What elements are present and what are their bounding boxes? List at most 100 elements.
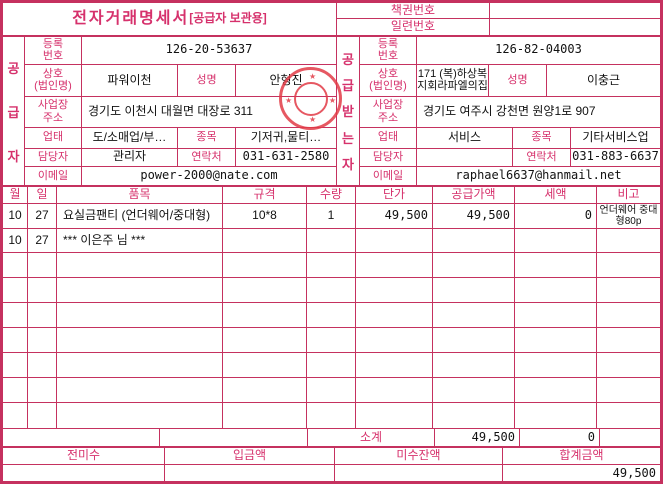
recipient-side-label: 공 급 받 는 자 bbox=[337, 37, 360, 185]
recipient-email-value: raphael6637@hanmail.net bbox=[455, 168, 622, 183]
supplier-email-label: 이메일 bbox=[25, 167, 82, 186]
recipient-reg-value: 126-82-04003 bbox=[417, 37, 660, 65]
footer-value-row: 49,500 bbox=[3, 465, 660, 481]
book-number-row: 책권번호 bbox=[337, 3, 660, 19]
supplier-address-label: 사업장 주소 bbox=[25, 97, 82, 128]
supplier-item-label: 종목 bbox=[178, 127, 236, 149]
item-qty bbox=[307, 229, 356, 253]
item-spec bbox=[223, 229, 307, 253]
recipient-side-char: 공 bbox=[342, 51, 354, 67]
recipient-company-value: 171 (복)하상복 지회라파엘의집 bbox=[417, 64, 489, 98]
title-subtitle: [공급자 보관용] bbox=[189, 11, 267, 26]
total-amount-label: 합계금액 bbox=[559, 448, 604, 463]
document-number-block: 책권번호 일련번호 bbox=[337, 3, 660, 35]
item-month: 10 bbox=[3, 204, 28, 229]
prev-balance-value bbox=[3, 465, 165, 481]
recipient-item-label: 종목 bbox=[513, 127, 571, 149]
recipient-side-char: 급 bbox=[342, 78, 354, 94]
item-supply-amount: 49,500 bbox=[433, 204, 515, 229]
item-name: *** 이은주 님 *** bbox=[57, 229, 223, 253]
book-number-label: 책권번호 bbox=[337, 3, 490, 19]
supplier-side-char: 급 bbox=[7, 104, 20, 120]
item-unit-price bbox=[356, 229, 433, 253]
item-qty: 1 bbox=[307, 204, 356, 229]
supplier-manager-value: 관리자 bbox=[82, 148, 178, 168]
subtotal-label: 소계 bbox=[308, 429, 435, 446]
supplier-contact-label: 연락처 bbox=[178, 148, 236, 168]
col-supply-amount: 공급가액 bbox=[433, 187, 515, 203]
item-tax: 0 bbox=[515, 204, 597, 229]
total-amount-value: 49,500 bbox=[612, 465, 656, 480]
supplier-ceo-label: 성명 bbox=[178, 64, 236, 98]
recipient-email-label: 이메일 bbox=[360, 167, 417, 186]
supplier-email-value: power-2000@nate.com bbox=[82, 167, 337, 186]
subtotal-supply-amount: 49,500 bbox=[435, 429, 520, 446]
item-tax bbox=[515, 229, 597, 253]
document-header: 전자거래명세서 [공급자 보관용] 책권번호 일련번호 bbox=[3, 3, 660, 37]
book-number-value bbox=[490, 3, 660, 19]
supplier-fields: 등록 번호 126-20-53637 상호 (법인명) 파워이천 성명 안형진 … bbox=[25, 37, 337, 186]
supplier-side-label: 공 급 자 bbox=[3, 37, 25, 185]
col-qty: 수량 bbox=[307, 187, 356, 203]
recipient-manager-value bbox=[417, 148, 513, 168]
col-spec: 규격 bbox=[223, 187, 307, 203]
recipient-side-char: 자 bbox=[342, 157, 354, 173]
recipient-section: 공 급 받 는 자 등록 번호 126-82-04003 상호 (법인명) 17… bbox=[337, 37, 660, 186]
col-tax: 세액 bbox=[515, 187, 597, 203]
empty-item-row bbox=[3, 253, 660, 278]
recipient-contact-label: 연락처 bbox=[513, 148, 571, 168]
col-unit-price: 단가 bbox=[356, 187, 433, 203]
empty-item-row bbox=[3, 403, 660, 428]
recipient-biztype-value: 서비스 bbox=[417, 127, 513, 149]
empty-item-row bbox=[3, 328, 660, 353]
recipient-company-label: 상호 (법인명) bbox=[360, 64, 417, 98]
supplier-biztype-label: 업태 bbox=[25, 127, 82, 149]
recipient-biztype-label: 업태 bbox=[360, 127, 417, 149]
item-row: 10 27 *** 이은주 님 *** bbox=[3, 229, 660, 253]
recipient-ceo-label: 성명 bbox=[489, 64, 547, 98]
supplier-address-value: 경기도 이천시 대월면 대장로 311 bbox=[82, 97, 337, 128]
recipient-fields: 등록 번호 126-82-04003 상호 (법인명) 171 (복)하상복 지… bbox=[360, 37, 660, 186]
empty-item-row bbox=[3, 278, 660, 303]
recipient-address-value: 경기도 여주시 강천면 원양1로 907 bbox=[417, 97, 660, 128]
item-unit-price: 49,500 bbox=[356, 204, 433, 229]
col-note: 비고 bbox=[617, 187, 640, 202]
recipient-item-value: 기타서비스업 bbox=[571, 128, 660, 149]
col-month: 월 bbox=[3, 187, 28, 203]
parties-section: 공 급 자 등록 번호 126-20-53637 상호 (법인명) 파워이천 성… bbox=[3, 37, 660, 187]
serial-number-row: 일련번호 bbox=[337, 19, 660, 35]
recipient-contact-value: 031-883-6637 bbox=[571, 149, 660, 168]
footer-header-row: 전미수 입금액 미수잔액 합계금액 bbox=[3, 448, 660, 465]
supplier-item-value: 기저귀,물티… bbox=[236, 127, 337, 149]
supplier-side-char: 자 bbox=[7, 148, 20, 164]
subtotal-tax: 0 bbox=[520, 429, 600, 446]
item-month: 10 bbox=[3, 229, 28, 253]
supplier-reg-label: 등록 번호 bbox=[25, 37, 82, 65]
item-note: 언더웨어 중대형80p bbox=[597, 204, 660, 229]
supplier-company-value: 파워이천 bbox=[82, 64, 178, 98]
item-row: 10 27 요실금팬티 (언더웨어/중대형) 10*8 1 49,500 49,… bbox=[3, 204, 660, 229]
supplier-ceo-value: 안형진 bbox=[236, 64, 337, 98]
supplier-manager-label: 담당자 bbox=[25, 148, 82, 168]
supplier-section: 공 급 자 등록 번호 126-20-53637 상호 (법인명) 파워이천 성… bbox=[3, 37, 337, 186]
col-item-name: 품목 bbox=[57, 187, 223, 203]
empty-item-row bbox=[3, 353, 660, 378]
recipient-address-label: 사업장 주소 bbox=[360, 97, 417, 128]
supplier-reg-value: 126-20-53637 bbox=[82, 37, 337, 65]
deposit-value bbox=[165, 465, 335, 481]
empty-item-row bbox=[3, 303, 660, 328]
supplier-side-char: 공 bbox=[7, 60, 20, 76]
subtotal-row: 소계 49,500 0 bbox=[3, 428, 660, 448]
supplier-company-label: 상호 (법인명) bbox=[25, 64, 82, 98]
deposit-label: 입금액 bbox=[165, 448, 335, 464]
recipient-reg-label: 등록 번호 bbox=[360, 37, 417, 65]
prev-balance-label: 전미수 bbox=[3, 448, 165, 464]
outstanding-label: 미수잔액 bbox=[335, 448, 503, 464]
recipient-ceo-value: 이충근 bbox=[547, 65, 660, 98]
supplier-contact-value: 031-631-2580 bbox=[236, 148, 337, 168]
recipient-side-char: 는 bbox=[342, 130, 354, 146]
title-main: 전자거래명세서 bbox=[72, 9, 190, 27]
supplier-biztype-value: 도/소매업/부… bbox=[82, 127, 178, 149]
serial-number-value bbox=[490, 19, 660, 35]
